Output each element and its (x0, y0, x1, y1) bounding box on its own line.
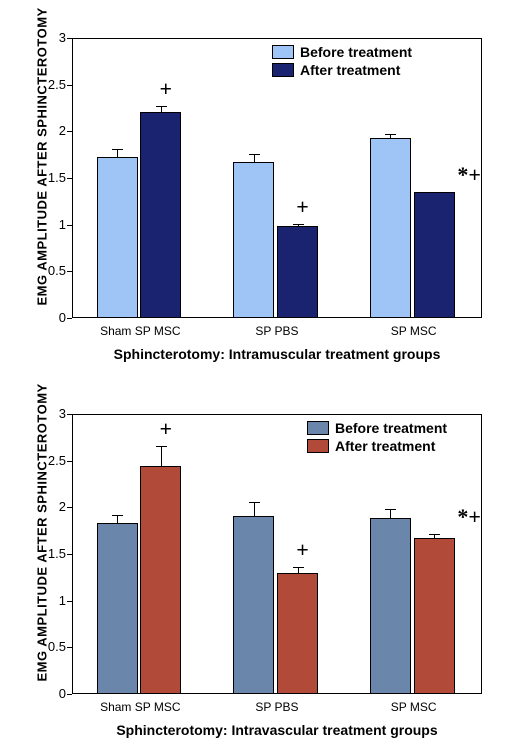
error-cap (156, 106, 167, 107)
ytick-mark (67, 647, 72, 648)
ytick-mark (67, 38, 72, 39)
error-bar (254, 154, 255, 162)
bar (370, 138, 411, 318)
ytick-mark (67, 85, 72, 86)
error-cap (385, 509, 396, 510)
error-cap (112, 515, 123, 516)
error-cap (293, 567, 304, 568)
ytick-mark (67, 554, 72, 555)
ytick-mark (67, 178, 72, 179)
ytick-mark (67, 225, 72, 226)
error-cap (249, 154, 260, 155)
annotation: *+ (449, 162, 489, 188)
bar (233, 162, 274, 318)
bar (140, 466, 181, 694)
category-label: SP MSC (345, 700, 482, 714)
legend: Before treatment After treatment (307, 420, 447, 456)
legend-swatch (272, 45, 294, 59)
error-cap (429, 534, 440, 535)
legend-label: After treatment (300, 62, 400, 78)
ytick-label: 2.5 (36, 77, 66, 92)
ytick-label: 0 (36, 310, 66, 325)
error-cap (293, 224, 304, 225)
error-bar (117, 149, 118, 157)
ytick-mark (67, 131, 72, 132)
figure: EMG AMPLITUDE AFTER SPHINCTEROTOMY00.511… (0, 0, 511, 750)
ytick-mark (67, 414, 72, 415)
ytick-label: 0 (36, 686, 66, 701)
ytick-mark (67, 601, 72, 602)
legend-label: Before treatment (335, 420, 447, 436)
ytick-label: 1.5 (36, 546, 66, 561)
error-cap (112, 149, 123, 150)
legend-label: Before treatment (300, 44, 412, 60)
category-label: SP PBS (209, 700, 346, 714)
annotation: + (146, 76, 186, 102)
bar (277, 573, 318, 694)
legend-row: After treatment (272, 62, 412, 78)
bar (233, 516, 274, 694)
panel-0: EMG AMPLITUDE AFTER SPHINCTEROTOMY00.511… (0, 8, 511, 368)
error-bar (161, 446, 162, 467)
bar (277, 226, 318, 318)
error-cap (249, 502, 260, 503)
bar (97, 157, 138, 318)
error-bar (117, 515, 118, 523)
panel-1: EMG AMPLITUDE AFTER SPHINCTEROTOMY00.511… (0, 384, 511, 744)
category-label: SP PBS (209, 324, 346, 338)
category-label: SP MSC (345, 324, 482, 338)
category-label: Sham SP MSC (72, 700, 209, 714)
legend-row: Before treatment (272, 44, 412, 60)
bar (97, 523, 138, 694)
ytick-mark (67, 318, 72, 319)
ytick-label: 2.5 (36, 453, 66, 468)
legend-swatch (307, 439, 329, 453)
legend-label: After treatment (335, 438, 435, 454)
legend-row: Before treatment (307, 420, 447, 436)
ytick-label: 2 (36, 499, 66, 514)
ytick-label: 1 (36, 593, 66, 608)
legend: Before treatment After treatment (272, 44, 412, 80)
error-cap (385, 134, 396, 135)
ytick-label: 0.5 (36, 263, 66, 278)
category-label: Sham SP MSC (72, 324, 209, 338)
annotation: *+ (449, 504, 489, 530)
annotation: + (283, 194, 323, 220)
bar (414, 192, 455, 318)
legend-swatch (307, 421, 329, 435)
ytick-label: 3 (36, 406, 66, 421)
x-axis-label: Sphincterotomy: Intramuscular treatment … (72, 346, 482, 362)
error-bar (390, 509, 391, 517)
ytick-label: 1.5 (36, 170, 66, 185)
x-axis-label: Sphincterotomy: Intravascular treatment … (72, 722, 482, 738)
ytick-label: 1 (36, 217, 66, 232)
bar (370, 518, 411, 694)
annotation: + (283, 537, 323, 563)
ytick-label: 3 (36, 30, 66, 45)
error-bar (254, 502, 255, 516)
legend-swatch (272, 63, 294, 77)
bar (414, 538, 455, 694)
ytick-mark (67, 461, 72, 462)
ytick-label: 2 (36, 123, 66, 138)
bar (140, 112, 181, 318)
legend-row: After treatment (307, 438, 447, 454)
ytick-label: 0.5 (36, 639, 66, 654)
ytick-mark (67, 271, 72, 272)
annotation: + (146, 416, 186, 442)
error-cap (156, 446, 167, 447)
ytick-mark (67, 507, 72, 508)
ytick-mark (67, 694, 72, 695)
